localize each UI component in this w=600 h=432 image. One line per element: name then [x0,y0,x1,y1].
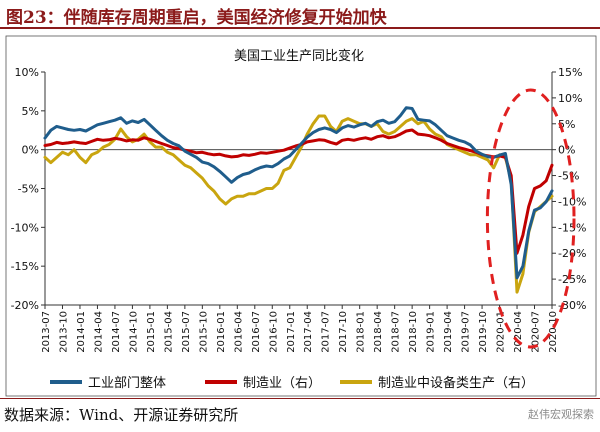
x-tick-label: 2018-10 [408,311,419,353]
y-left-tick-label: 5% [22,105,39,118]
y-right-tick-label: 15% [558,66,582,79]
x-tick-label: 2018-07 [391,311,402,353]
y-left-tick-label: -10% [11,221,39,234]
x-tick-label: 2018-04 [373,311,384,353]
line-chart: 美国工业生产同比变化 10%5%0%-5%-10%-15%-20%15%10%5… [5,35,597,397]
y-left-tick-label: 0% [22,144,39,157]
legend: 工业部门整体 制造业（右） 制造业中设备类生产（右） [50,375,534,391]
series-group [43,106,554,294]
x-tick-label: 2015-07 [181,311,192,353]
x-tick-label: 2019-01 [426,311,437,353]
x-tick-label: 2015-01 [146,311,157,353]
x-tick-label: 2013-10 [58,311,69,353]
axes-group: 10%5%0%-5%-10%-15%-20%15%10%5%0%-5%-10%-… [11,66,587,353]
annotation-group [485,88,576,349]
title-divider [0,27,600,29]
x-tick-label: 2016-04 [233,311,244,353]
figure-title: 图23：伴随库存周期重启，美国经济修复开始加快 [6,8,387,28]
x-tick-label: 2015-04 [163,311,174,353]
x-tick-label: 2020-01 [496,311,507,353]
highlight-ellipse [485,88,576,349]
y-left-tick-label: -20% [11,299,39,312]
x-tick-label: 2017-04 [303,311,314,353]
y-left-tick-label: 10% [15,66,39,79]
x-tick-label: 2017-07 [321,311,332,353]
y-right-tick-label: 10% [558,92,582,105]
x-tick-label: 2020-07 [531,311,542,353]
legend-label-2: 制造业中设备类生产（右） [378,375,534,391]
x-tick-label: 2017-01 [286,311,297,353]
source-note: 数据来源：Wind、开源证券研究所 [4,406,239,424]
x-tick-label: 2020-04 [513,311,524,353]
y-left-tick-label: -5% [18,183,39,196]
x-tick-label: 2013-07 [41,311,52,353]
x-tick-label: 2016-01 [216,311,227,353]
x-tick-label: 2014-04 [93,311,104,353]
x-tick-label: 2020-10 [548,311,559,353]
x-tick-label: 2017-10 [338,311,349,353]
y-right-tick-label: -5% [558,170,579,183]
x-tick-label: 2014-01 [76,311,87,353]
x-tick-label: 2016-10 [268,311,279,353]
y-right-tick-label: -30% [558,299,586,312]
x-tick-label: 2015-10 [198,311,209,353]
chart-frame [5,35,597,397]
y-right-tick-label: 0% [558,144,575,157]
x-tick-label: 2019-04 [443,311,454,353]
x-tick-label: 2014-10 [128,311,139,353]
x-tick-label: 2014-07 [111,311,122,353]
source-divider [0,398,600,399]
legend-label-0: 工业部门整体 [88,376,166,391]
y-left-tick-label: -15% [11,260,39,273]
chart-title: 美国工业生产同比变化 [234,48,364,64]
x-tick-label: 2019-07 [461,311,472,353]
y-right-tick-label: -10% [558,195,586,208]
legend-label-1: 制造业（右） [243,376,321,391]
y-right-tick-label: -15% [558,221,586,234]
watermark: 赵伟宏观探索 [528,408,594,421]
x-tick-label: 2016-07 [251,311,262,353]
series-line-2 [43,114,554,294]
series-line-0 [43,106,554,280]
x-tick-label: 2018-01 [356,311,367,353]
y-right-tick-label: -25% [558,273,586,286]
x-tick-label: 2019-10 [478,311,489,353]
